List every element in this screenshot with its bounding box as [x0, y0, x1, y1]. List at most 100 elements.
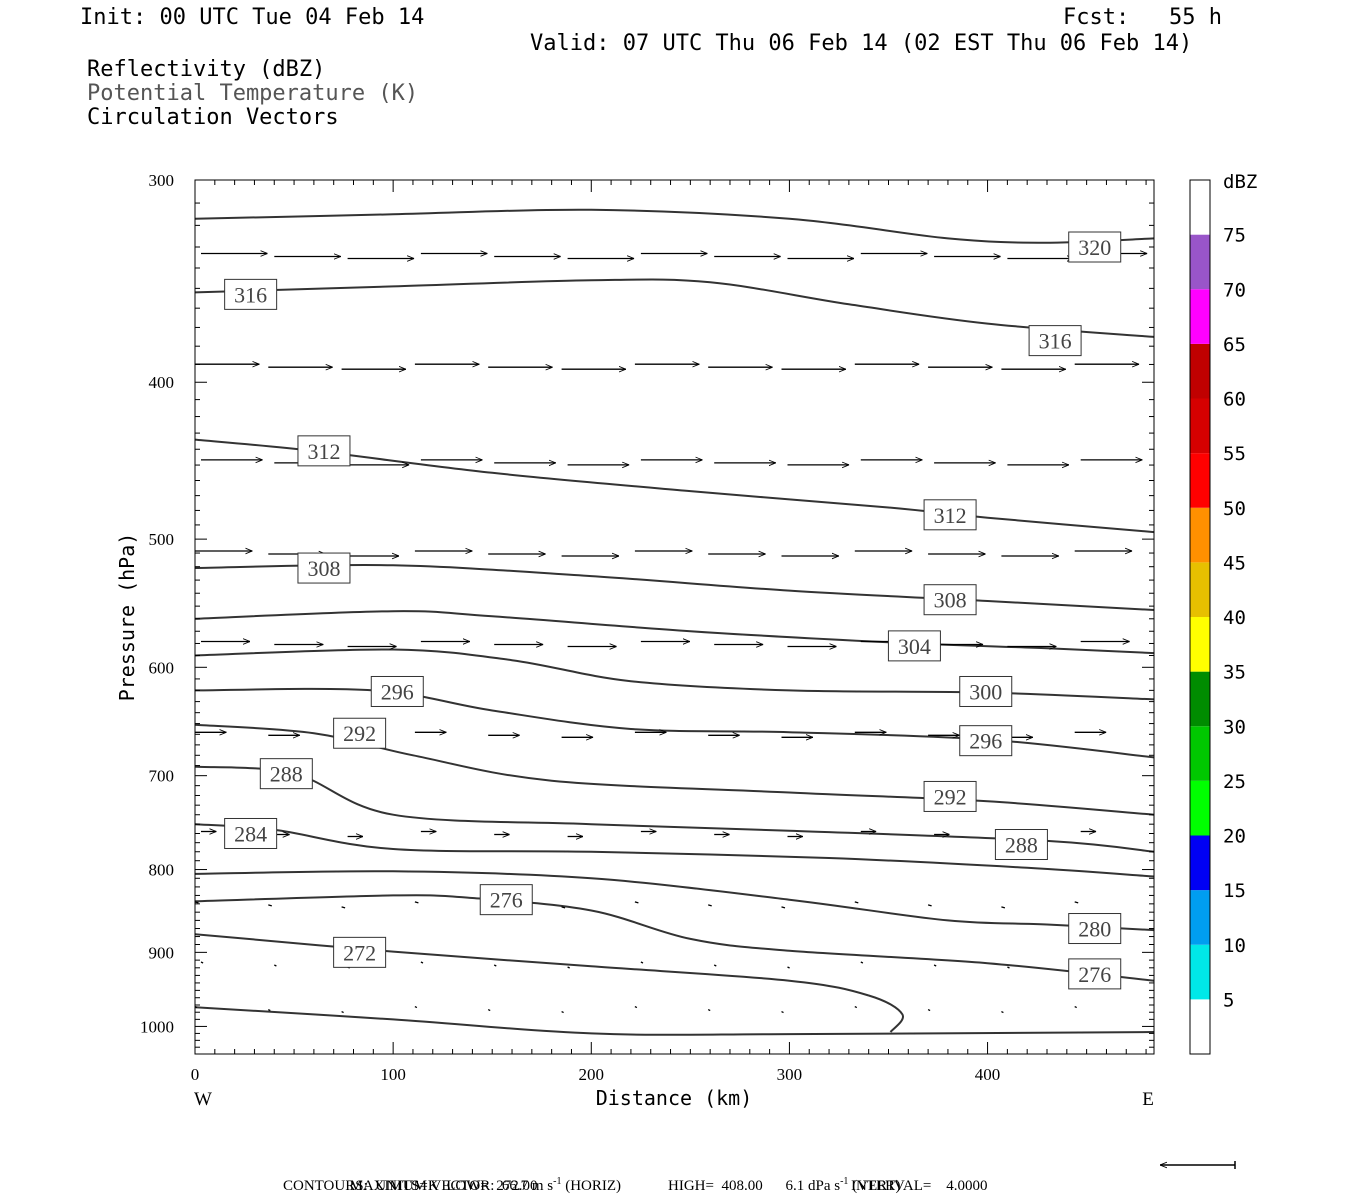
colorbar-label: 65 — [1223, 334, 1246, 356]
contour-280 — [195, 870, 1154, 932]
contour-label-box — [224, 278, 278, 310]
max-vector-vert-value: 6.1 dPa s — [785, 1178, 841, 1194]
contour-label-308: 308 — [934, 588, 967, 613]
circulation-vector — [1074, 901, 1079, 904]
y-tick-label: 400 — [149, 373, 175, 392]
circulation-vector — [341, 1011, 344, 1014]
circulation-vector — [708, 904, 712, 907]
colorbar-segment — [1190, 180, 1210, 235]
circulation-vector — [268, 904, 272, 907]
circulation-vector — [933, 964, 937, 967]
colorbar-label: 30 — [1223, 716, 1246, 738]
contour-label-box — [297, 552, 351, 584]
contour-label-276: 276 — [490, 888, 523, 913]
circulation-vector — [640, 961, 644, 964]
contour-label-284: 284 — [234, 821, 267, 846]
colorbar-label: 70 — [1223, 279, 1246, 301]
y-tick-label: 600 — [149, 658, 175, 677]
colorbar-label: 75 — [1223, 225, 1246, 247]
max-vector-horiz: MAXIMUM VECTOR: 66.7 m s — [349, 1178, 554, 1194]
circulation-vector — [634, 1006, 638, 1009]
contour-label-box — [1028, 325, 1082, 357]
contour-label-box — [259, 758, 313, 790]
x-west-label: W — [194, 1089, 212, 1110]
contour-label-288: 288 — [1005, 833, 1038, 858]
colorbar-label: 10 — [1223, 935, 1246, 957]
y-axis-label: Pressure (hPa) — [115, 533, 139, 702]
contour-label-312: 312 — [934, 503, 967, 528]
circulation-vector — [927, 1009, 931, 1012]
contour-label-box — [1068, 913, 1122, 945]
contour-292 — [195, 723, 1154, 816]
colorbar-label: 35 — [1223, 662, 1246, 684]
contour-label-box — [923, 780, 977, 812]
init-time: Init: 00 UTC Tue 04 Feb 14 — [80, 5, 425, 30]
colorbar-label: 60 — [1223, 389, 1246, 411]
contour-304 — [195, 610, 1154, 655]
contour-label-288: 288 — [270, 762, 303, 787]
circulation-vector — [854, 1006, 858, 1009]
contour-label-292: 292 — [343, 721, 376, 746]
colorbar-segment — [1190, 780, 1210, 836]
colorbar-segment — [1190, 289, 1210, 344]
contour-label-box — [297, 435, 351, 467]
plot-frame — [194, 179, 1155, 1055]
contour-320 — [195, 208, 1154, 244]
x-axis-label: Distance (km) — [596, 1086, 753, 1110]
circulation-vector — [1001, 906, 1006, 909]
circulation-vector — [713, 964, 717, 967]
contour-268 — [195, 1006, 1154, 1036]
reflectivity-colorbar: 5 10 15 20 25 30 35 40 45 50 55 60 65 70 75 — [1189, 179, 1246, 1055]
circulation-vectors — [195, 254, 1148, 1014]
x-tick-label: 200 — [579, 1065, 605, 1084]
circulation-vector — [195, 901, 199, 904]
x-tick-label: 400 — [975, 1065, 1001, 1084]
circulation-vector — [414, 1006, 418, 1009]
contour-label-276: 276 — [1078, 962, 1111, 987]
contour-label-box — [923, 499, 977, 531]
circulation-vector — [634, 901, 639, 904]
vert-label: (VERT) — [848, 1178, 901, 1194]
colorbar-frame — [1189, 179, 1211, 1055]
x-tick-label: 0 — [191, 1065, 200, 1084]
colorbar-segment — [1190, 999, 1210, 1054]
y-tick-label: 900 — [149, 943, 175, 962]
colorbar-segment — [1190, 507, 1210, 563]
contour-308 — [195, 564, 1154, 611]
contour-label-280: 280 — [1078, 917, 1111, 942]
contour-label-272: 272 — [343, 940, 376, 965]
circulation-vector — [854, 901, 859, 904]
colorbar-label: 55 — [1223, 443, 1246, 465]
unit-exponent-vert: -1 — [840, 1176, 849, 1187]
contour-label-box — [959, 725, 1013, 757]
contour-label-box — [224, 817, 278, 849]
y-tick-label: 300 — [149, 171, 175, 190]
x-tick-label: 300 — [777, 1065, 803, 1084]
colorbar-label: 45 — [1223, 552, 1246, 574]
horiz-label: (HORIZ) — [561, 1178, 622, 1194]
circulation-vector — [200, 961, 204, 964]
circulation-vector — [414, 901, 419, 904]
circulation-vector — [487, 1009, 491, 1012]
contour-label-box — [923, 584, 977, 616]
colorbar-segment — [1190, 398, 1210, 454]
circulation-vector — [927, 904, 932, 907]
contour-label-304: 304 — [898, 634, 931, 659]
contour-label-308: 308 — [307, 556, 340, 581]
contour-label-box — [333, 936, 387, 968]
field-label-circulation-vectors: Circulation Vectors — [87, 105, 339, 130]
x-tick-label: 100 — [380, 1065, 406, 1084]
colorbar-segment — [1190, 835, 1210, 891]
y-tick-label: 700 — [149, 767, 175, 786]
circulation-vector — [707, 1009, 711, 1012]
x-east-label: E — [1142, 1089, 1154, 1110]
colorbar-segment — [1190, 671, 1210, 727]
colorbar-segment — [1190, 726, 1210, 781]
circulation-vector — [1074, 1006, 1077, 1009]
contour-label-box — [1068, 958, 1122, 990]
contour-label-box — [370, 675, 424, 707]
max-vector-note: MAXIMUM VECTOR: 66.7 m s-1 (HORIZ) — [342, 1158, 622, 1194]
max-vector-vert: 6.1 dPa s-1 (VERT) — [778, 1158, 901, 1194]
contour-label-box — [994, 829, 1048, 861]
